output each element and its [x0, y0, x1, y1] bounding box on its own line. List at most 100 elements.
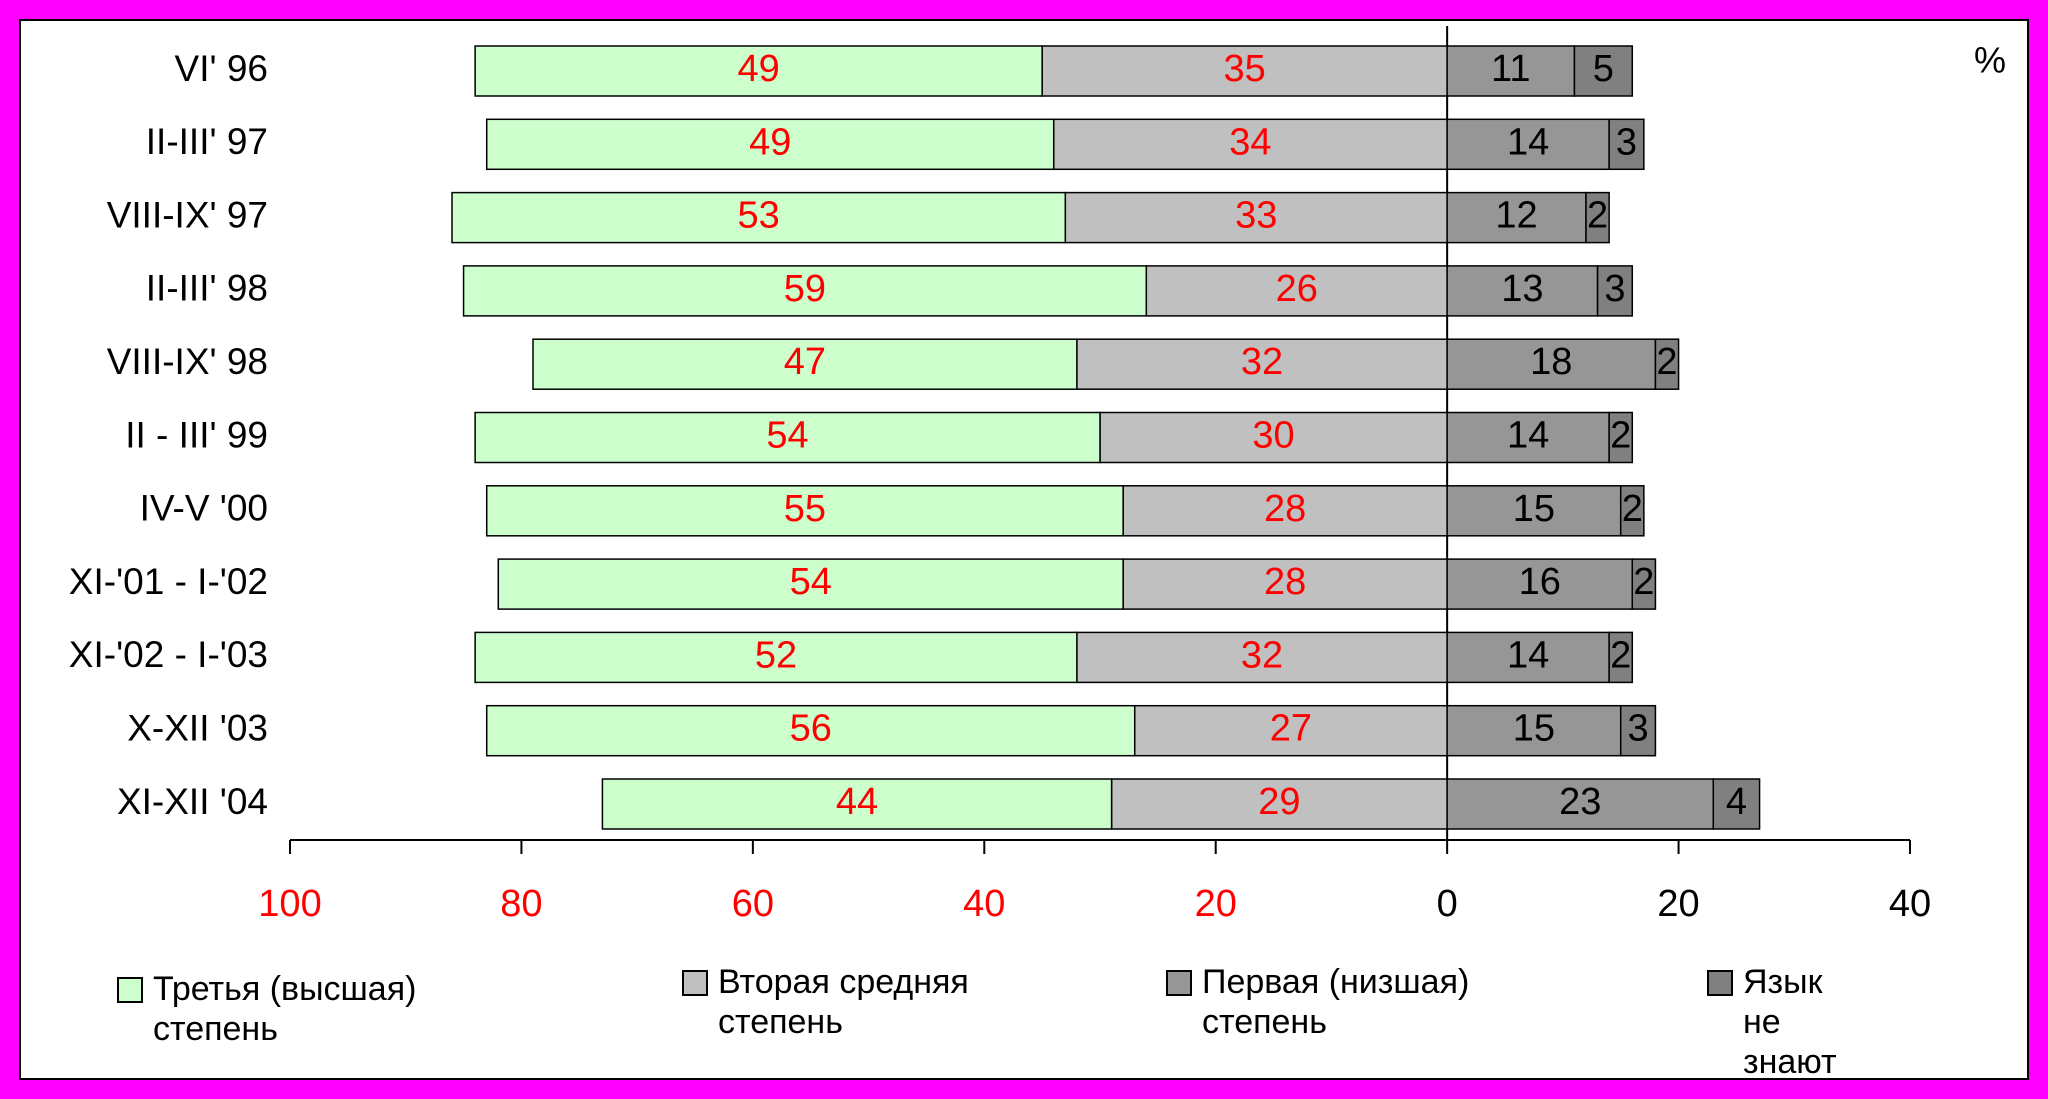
data-label: 47	[784, 341, 826, 383]
bar-segment	[1712, 778, 1761, 830]
category-label: II-III' 98	[146, 268, 268, 309]
bar-segment	[1608, 631, 1634, 684]
bar-segment	[1619, 485, 1645, 537]
data-label: 2	[1633, 561, 1654, 603]
data-label: 5	[1593, 48, 1614, 90]
bar-segment	[601, 778, 1113, 830]
data-label: 2	[1622, 488, 1643, 530]
data-label: 49	[738, 48, 780, 90]
category-label: VIII-IX' 97	[107, 194, 268, 235]
x-tick-label: 80	[500, 883, 542, 925]
bar-segment	[462, 265, 1148, 317]
bar-segment	[1133, 704, 1448, 757]
category-label: X-XII '03	[127, 707, 268, 748]
data-label: 49	[749, 121, 791, 163]
bar-segment	[1446, 191, 1587, 244]
bar-segment	[1446, 265, 1599, 317]
bar-segment	[1446, 704, 1622, 757]
data-label: 4	[1726, 781, 1747, 823]
bar-segment	[451, 191, 1067, 244]
bar-segment	[532, 338, 1078, 390]
bar-segment	[1446, 45, 1576, 97]
bar-segment	[1619, 704, 1657, 757]
bar-segment	[1064, 191, 1448, 244]
data-label: 14	[1507, 634, 1549, 676]
data-label: 32	[1241, 341, 1283, 383]
data-label: 53	[738, 195, 780, 237]
data-label: 56	[790, 708, 832, 750]
bar-segment	[1446, 558, 1634, 610]
bar-segment	[1446, 411, 1610, 464]
category-label: II - III' 99	[125, 414, 268, 455]
legend-label: Первая (низшая) степень	[1202, 963, 1470, 1041]
legend-swatch	[1166, 970, 1192, 996]
data-label: 2	[1656, 341, 1677, 383]
legend-label: Язык не знают	[1743, 963, 1837, 1081]
legend-swatch	[1707, 970, 1733, 996]
bar-segment	[1573, 45, 1634, 97]
legend-label: Третья (высшая) степень	[153, 970, 417, 1048]
category-label: XI-'01 - I-'02	[69, 561, 268, 602]
legend-swatch	[117, 977, 143, 1003]
bar-segment	[1122, 485, 1448, 537]
data-label: 12	[1495, 195, 1537, 237]
data-label: 44	[836, 781, 878, 823]
legend-swatch	[682, 970, 708, 996]
data-label: 3	[1604, 268, 1625, 310]
data-label: 2	[1610, 634, 1631, 676]
bar-segment	[1446, 118, 1610, 171]
data-label: 29	[1258, 781, 1300, 823]
category-label: XI-'02 - I-'03	[69, 634, 268, 675]
category-label: XI-XII '04	[117, 781, 268, 822]
data-label: 35	[1224, 48, 1266, 90]
bar-segment	[1076, 338, 1448, 390]
legend-label: Вторая средняя степень	[718, 963, 969, 1041]
data-label: 2	[1610, 415, 1631, 457]
x-tick-label: 20	[1657, 883, 1699, 925]
bar-segment	[1585, 191, 1610, 244]
data-label: 30	[1252, 415, 1294, 457]
bar-segment	[1654, 338, 1680, 390]
bar-segment	[1631, 558, 1657, 610]
bar-segment	[1608, 118, 1645, 171]
category-label: II-III' 97	[146, 121, 268, 162]
data-label: 59	[784, 268, 826, 310]
data-label: 54	[790, 561, 832, 603]
x-tick-label: 40	[963, 883, 1005, 925]
bar-segment	[1596, 265, 1634, 317]
data-label: 18	[1530, 341, 1572, 383]
data-label: 34	[1229, 121, 1271, 163]
bar-segment	[474, 45, 1043, 97]
data-label: 2	[1587, 195, 1608, 237]
data-label: 14	[1507, 121, 1549, 163]
bar-segment	[1110, 778, 1448, 830]
data-label: 32	[1241, 634, 1283, 676]
bar-segment	[1608, 411, 1634, 464]
bar-segment	[1446, 338, 1657, 390]
x-tick-label: 0	[1437, 883, 1458, 925]
x-tick-label: 100	[258, 883, 321, 925]
bar-segment	[485, 485, 1124, 537]
bar-segment	[485, 118, 1055, 171]
x-tick-label: 20	[1195, 883, 1237, 925]
bar-segment	[474, 411, 1101, 464]
data-label: 11	[1491, 48, 1530, 90]
data-label: 13	[1501, 268, 1543, 310]
bar-segment	[485, 704, 1136, 757]
data-label: 15	[1513, 708, 1555, 750]
data-label: 3	[1628, 708, 1649, 750]
data-label: 28	[1264, 561, 1306, 603]
data-label: 54	[766, 415, 808, 457]
bar-segment	[474, 631, 1078, 684]
data-label: 27	[1270, 708, 1312, 750]
bar-segment	[1446, 485, 1622, 537]
data-label: 3	[1616, 121, 1637, 163]
data-label: 23	[1559, 781, 1601, 823]
x-tick-label: 60	[732, 883, 774, 925]
data-label: 52	[755, 634, 797, 676]
x-tick-label: 40	[1889, 883, 1931, 925]
data-label: 33	[1235, 195, 1277, 237]
bar-segment	[497, 558, 1124, 610]
